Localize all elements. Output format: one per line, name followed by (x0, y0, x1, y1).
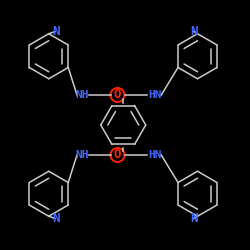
Text: NH: NH (76, 150, 89, 160)
Text: N: N (190, 25, 198, 38)
Text: N: N (52, 25, 60, 38)
Text: O: O (114, 88, 121, 102)
Text: N: N (52, 212, 60, 225)
Text: O: O (114, 148, 121, 162)
Text: N: N (190, 212, 198, 225)
Text: NH: NH (76, 90, 89, 100)
Text: HN: HN (148, 90, 162, 100)
Text: HN: HN (148, 150, 162, 160)
